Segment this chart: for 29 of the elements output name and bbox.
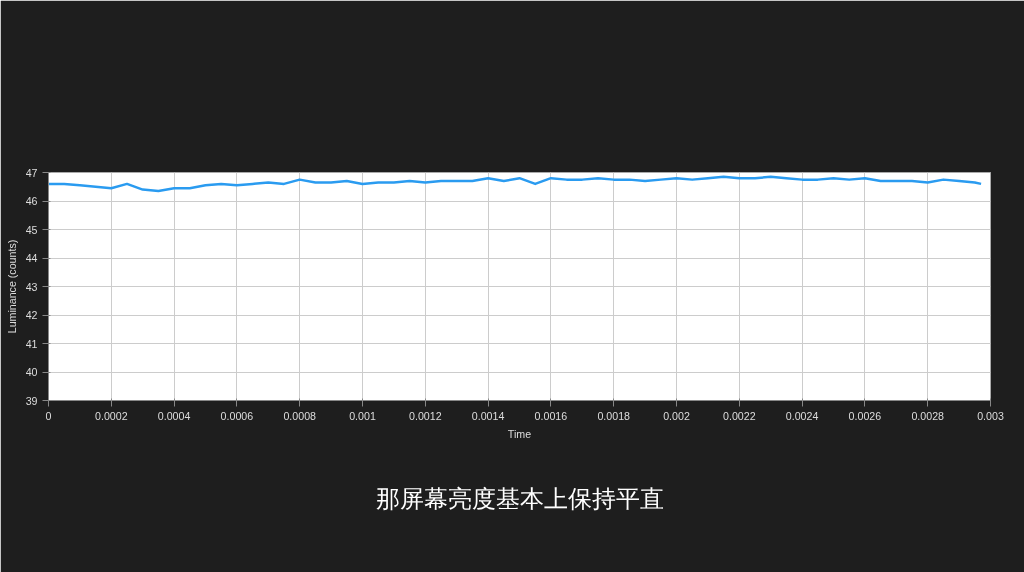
x-tick-label: 0.0016	[534, 409, 568, 422]
line-series	[48, 175, 983, 193]
y-tick-label: 44	[25, 252, 38, 264]
y-tick-label: 47	[25, 166, 38, 179]
y-axis-title: Luminance (counts)	[5, 239, 18, 334]
x-tick-label: 0	[45, 409, 52, 422]
y-tick-label: 41	[25, 337, 38, 350]
y-tick-label: 42	[25, 309, 38, 321]
x-tick-label: 0.003	[977, 409, 1004, 422]
y-tick-label: 46	[25, 195, 38, 207]
y-tick-label: 45	[25, 223, 38, 236]
x-tick-label: 0.0024	[785, 409, 819, 422]
y-tick-label: 39	[25, 394, 38, 407]
x-tick-label: 0.0022	[723, 409, 756, 422]
x-tick-label: 0.0002	[95, 409, 128, 422]
x-tick-label: 0.0018	[597, 409, 631, 422]
x-tick-label: 0.0006	[220, 409, 254, 422]
x-tick-label: 0.0014	[471, 409, 505, 422]
x-tick-label: 0.001	[349, 409, 376, 422]
x-tick-label: 0.0012	[409, 409, 442, 422]
x-tick-label: 0.0026	[848, 409, 882, 422]
x-axis-title: Time	[507, 427, 532, 440]
x-tick-label: 0.0008	[283, 409, 317, 422]
x-tick-label: 0.002	[663, 409, 690, 422]
y-tick-label: 43	[25, 280, 38, 293]
y-tick-label: 40	[25, 366, 38, 378]
text: 那屏幕亮度基本上保持平直	[375, 484, 664, 513]
x-tick-label: 0.0004	[157, 409, 191, 422]
x-tick-label: 0.0028	[911, 409, 945, 422]
